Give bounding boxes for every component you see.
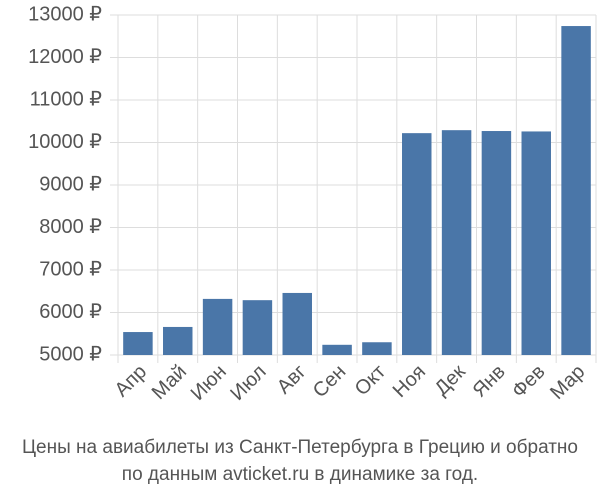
x-tick-label: Июл <box>226 361 270 405</box>
bar <box>202 298 233 355</box>
bar <box>481 131 512 355</box>
y-tick-label: 13000 ₽ <box>28 3 102 25</box>
x-tick-label: Апр <box>111 361 152 402</box>
x-tick-label: Сен <box>309 361 350 402</box>
y-tick-label: 12000 ₽ <box>28 46 102 68</box>
y-tick-label: 7000 ₽ <box>39 258 102 280</box>
x-tick-label: Дек <box>431 361 470 400</box>
x-tick-label: Май <box>148 361 191 404</box>
x-tick-label: Ноя <box>389 361 430 402</box>
chart-title: Цены на авиабилеты из Санкт-Петербурга в… <box>22 437 578 458</box>
x-tick-label: Янв <box>469 361 510 402</box>
x-tick-label: Июн <box>187 361 231 405</box>
y-tick-label: 5000 ₽ <box>39 343 102 365</box>
x-tick-label: Окт <box>351 361 390 400</box>
y-tick-label: 8000 ₽ <box>39 216 102 238</box>
bar <box>402 133 432 355</box>
bar <box>242 300 273 355</box>
bar <box>163 326 193 355</box>
chart-subtitle: по данным avticket.ru в динамике за год. <box>122 464 478 485</box>
x-tick-label: Фев <box>508 361 550 403</box>
bar <box>123 332 153 355</box>
y-tick-label: 11000 ₽ <box>30 88 103 110</box>
x-tick-label: Мар <box>546 361 589 404</box>
y-tick-label: 10000 ₽ <box>28 131 102 153</box>
bar <box>322 344 352 355</box>
x-tick-label: Авг <box>273 361 311 399</box>
bar <box>521 131 551 355</box>
y-tick-label: 9000 ₽ <box>39 173 102 195</box>
bar <box>362 342 392 355</box>
bar <box>561 26 591 356</box>
y-tick-label: 6000 ₽ <box>39 301 102 323</box>
bar <box>441 130 472 355</box>
bar <box>282 292 312 355</box>
